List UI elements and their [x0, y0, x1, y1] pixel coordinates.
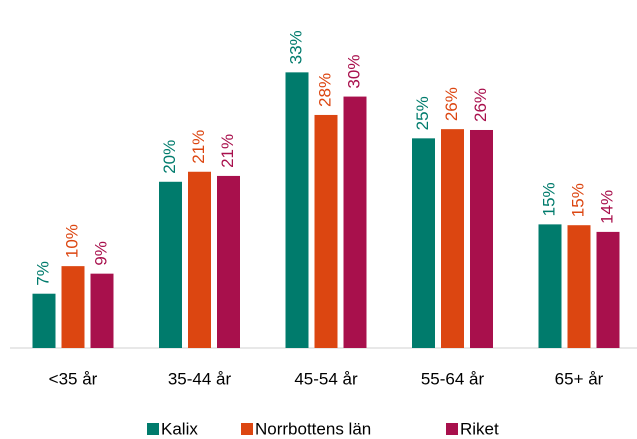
data-label: 25%: [413, 96, 432, 130]
data-label: 21%: [189, 130, 208, 164]
data-label: 10%: [62, 224, 81, 258]
bar: [285, 72, 309, 349]
x-tick-label: 55-64 år: [421, 369, 485, 388]
legend-label: Riket: [460, 419, 499, 438]
bar: [470, 129, 493, 348]
bar: [90, 273, 114, 348]
data-label: 7%: [33, 261, 52, 286]
data-label: 26%: [442, 87, 461, 121]
x-tick-label: 45-54 år: [294, 369, 358, 388]
bar: [343, 96, 367, 348]
x-tick-label: <35 år: [49, 369, 98, 388]
x-tick-label: 65+ år: [555, 369, 604, 388]
bar: [314, 114, 338, 348]
x-tick-label: 35-44 år: [168, 369, 232, 388]
bar: [567, 225, 591, 348]
data-label: 15%: [539, 182, 558, 216]
data-label: 26%: [471, 88, 490, 122]
bar: [188, 171, 211, 348]
bar: [412, 138, 435, 348]
legend-swatch: [446, 423, 458, 435]
bar: [538, 224, 562, 348]
bar: [441, 129, 464, 348]
legend-label: Norrbottens län: [255, 419, 371, 438]
data-label: 20%: [160, 140, 179, 174]
data-label: 28%: [315, 73, 334, 107]
data-label: 33%: [286, 30, 305, 64]
bar: [596, 231, 620, 348]
bar: [61, 266, 85, 348]
legend-label: Kalix: [161, 419, 198, 438]
data-label: 14%: [597, 190, 616, 224]
bar: [159, 181, 182, 348]
data-label: 21%: [218, 134, 237, 168]
data-label: 30%: [344, 55, 363, 89]
data-label: 15%: [568, 183, 587, 217]
legend-swatch: [241, 423, 253, 435]
bar: [217, 175, 240, 348]
bar: [32, 293, 56, 348]
data-label: 9%: [91, 241, 110, 266]
legend-swatch: [147, 423, 159, 435]
